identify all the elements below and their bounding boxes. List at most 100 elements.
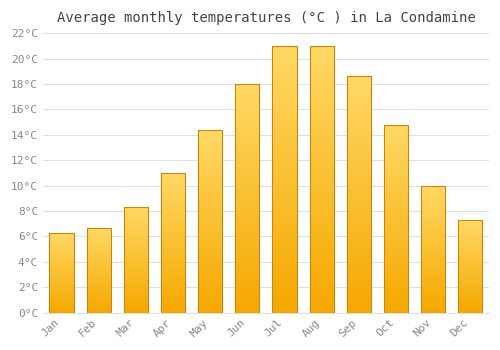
Bar bbox=[310, 126, 334, 131]
Bar bbox=[198, 184, 222, 188]
Bar bbox=[161, 218, 185, 220]
Bar bbox=[124, 292, 148, 294]
Bar bbox=[384, 159, 408, 162]
Bar bbox=[458, 229, 482, 231]
Bar bbox=[347, 133, 371, 138]
Bar bbox=[236, 107, 260, 111]
Bar bbox=[310, 233, 334, 238]
Bar bbox=[384, 200, 408, 204]
Bar bbox=[161, 195, 185, 198]
Bar bbox=[421, 201, 445, 203]
Bar bbox=[86, 302, 111, 304]
Bar bbox=[272, 72, 296, 78]
Bar bbox=[86, 253, 111, 255]
Bar bbox=[124, 222, 148, 224]
Bar bbox=[50, 234, 74, 236]
Bar bbox=[310, 227, 334, 233]
Bar bbox=[86, 290, 111, 292]
Bar bbox=[458, 261, 482, 262]
Bar bbox=[347, 270, 371, 275]
Bar bbox=[310, 201, 334, 206]
Bar bbox=[272, 201, 296, 206]
Bar bbox=[198, 155, 222, 159]
Bar bbox=[86, 260, 111, 261]
Bar bbox=[236, 208, 260, 212]
Bar bbox=[86, 284, 111, 285]
Bar bbox=[161, 229, 185, 232]
Bar bbox=[347, 228, 371, 232]
Bar bbox=[347, 114, 371, 119]
Bar bbox=[347, 180, 371, 185]
Bar bbox=[458, 300, 482, 301]
Bar bbox=[161, 184, 185, 187]
Bar bbox=[421, 254, 445, 257]
Bar bbox=[124, 230, 148, 232]
Bar bbox=[50, 287, 74, 289]
Bar bbox=[384, 286, 408, 290]
Bar bbox=[124, 264, 148, 266]
Bar bbox=[161, 226, 185, 229]
Bar bbox=[384, 298, 408, 301]
Bar bbox=[161, 212, 185, 215]
Bar bbox=[124, 294, 148, 296]
Bar bbox=[86, 265, 111, 267]
Bar bbox=[458, 292, 482, 294]
Bar bbox=[347, 142, 371, 147]
Bar bbox=[124, 298, 148, 300]
Bar bbox=[310, 184, 334, 190]
Bar bbox=[236, 281, 260, 285]
Bar bbox=[272, 297, 296, 302]
Bar bbox=[458, 265, 482, 266]
Bar bbox=[198, 148, 222, 152]
Bar bbox=[86, 311, 111, 313]
Bar bbox=[86, 308, 111, 309]
Bar bbox=[347, 195, 371, 199]
Bar bbox=[384, 260, 408, 264]
Bar bbox=[86, 301, 111, 302]
Bar bbox=[50, 257, 74, 258]
Bar bbox=[384, 125, 408, 128]
Bar bbox=[421, 244, 445, 247]
Bar bbox=[272, 227, 296, 233]
Bar bbox=[236, 189, 260, 194]
Bar bbox=[50, 248, 74, 250]
Bar bbox=[458, 240, 482, 242]
Bar bbox=[458, 290, 482, 292]
Bar bbox=[347, 289, 371, 294]
Bar bbox=[272, 195, 296, 201]
Bar bbox=[86, 228, 111, 313]
Bar bbox=[458, 242, 482, 244]
Bar bbox=[198, 166, 222, 170]
Bar bbox=[86, 233, 111, 234]
Bar bbox=[236, 84, 260, 89]
Bar bbox=[50, 260, 74, 261]
Bar bbox=[161, 198, 185, 201]
Bar bbox=[421, 186, 445, 313]
Bar bbox=[272, 153, 296, 158]
Bar bbox=[124, 250, 148, 252]
Bar bbox=[272, 163, 296, 169]
Bar bbox=[458, 248, 482, 250]
Bar bbox=[384, 226, 408, 230]
Bar bbox=[86, 279, 111, 280]
Bar bbox=[272, 110, 296, 115]
Bar bbox=[86, 241, 111, 243]
Bar bbox=[124, 273, 148, 275]
Bar bbox=[236, 239, 260, 244]
Bar bbox=[421, 298, 445, 300]
Bar bbox=[50, 301, 74, 303]
Bar bbox=[347, 128, 371, 133]
Bar bbox=[161, 187, 185, 190]
Bar bbox=[310, 302, 334, 307]
Bar bbox=[236, 198, 260, 203]
Bar bbox=[86, 297, 111, 299]
Bar bbox=[86, 263, 111, 265]
Bar bbox=[236, 175, 260, 180]
Bar bbox=[347, 166, 371, 171]
Bar bbox=[86, 243, 111, 245]
Bar bbox=[384, 185, 408, 189]
Bar bbox=[124, 260, 148, 262]
Bar bbox=[310, 46, 334, 51]
Bar bbox=[310, 211, 334, 217]
Bar bbox=[310, 147, 334, 153]
